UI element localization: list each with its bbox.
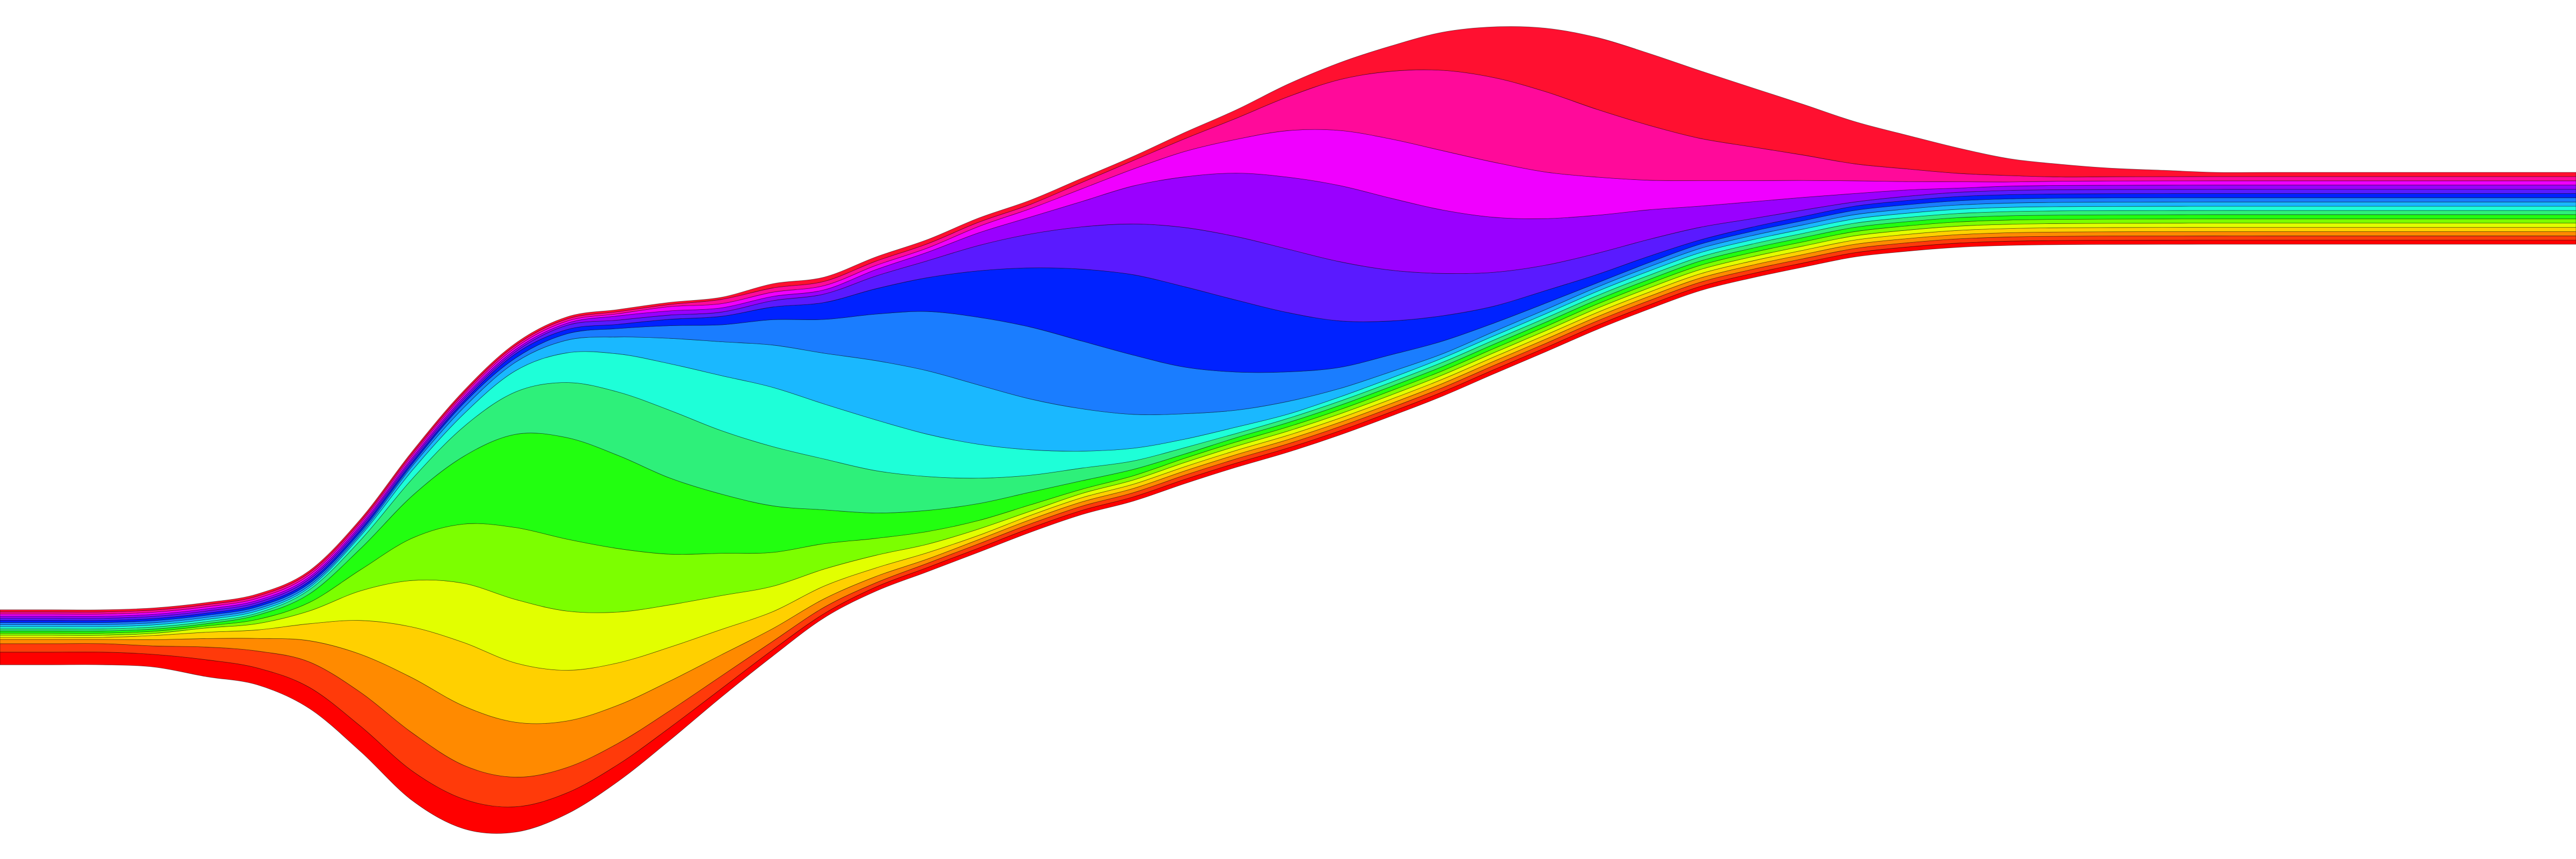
streamgraph-chart: [0, 26, 2576, 834]
